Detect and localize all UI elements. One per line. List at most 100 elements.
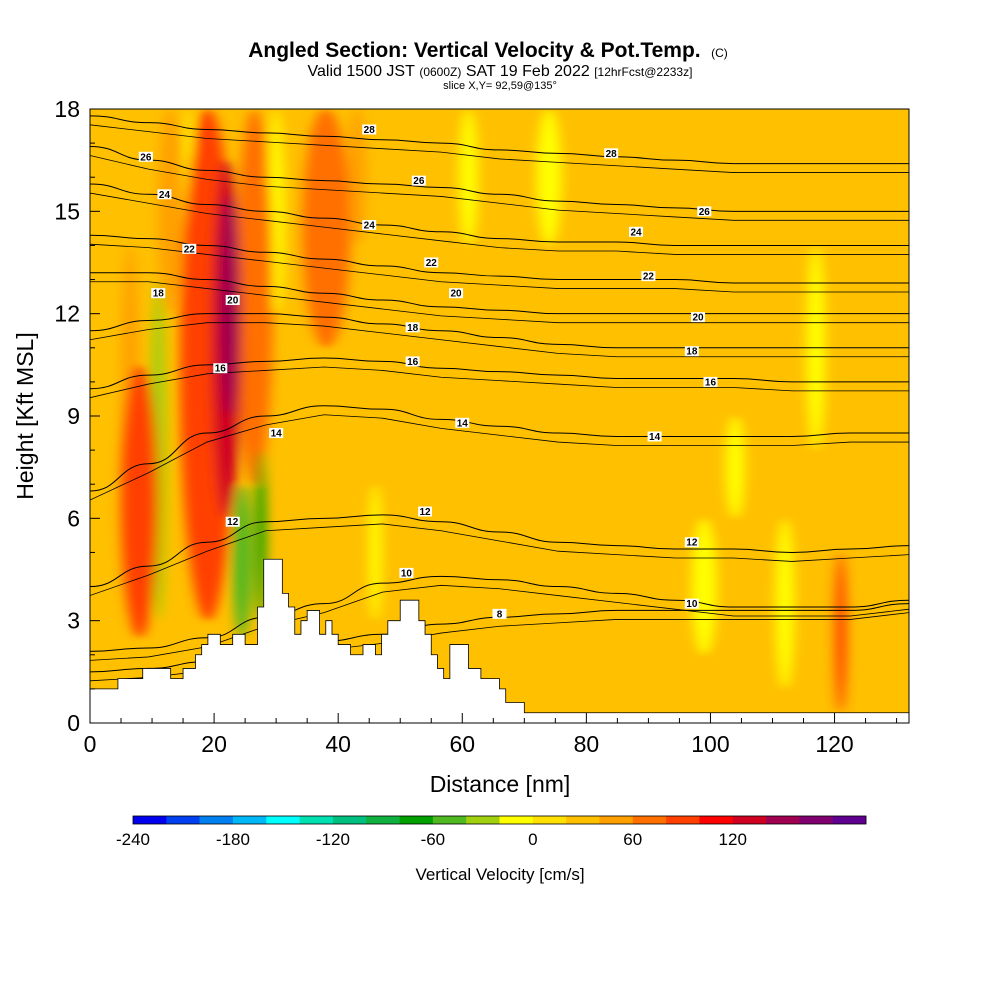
contour-label-13: 18 (407, 323, 419, 334)
chart-title: Angled Section: Vertical Velocity & Pot.… (248, 39, 728, 62)
downdraft-cell-21 (232, 484, 252, 638)
isentrope-minor-22 (90, 243, 909, 293)
colorbar-tick-0: 0 (528, 830, 537, 849)
isentrope-minor-26 (90, 155, 909, 221)
contour-label-24: 26 (140, 152, 152, 163)
colorbar-frame (132, 815, 867, 825)
colorbar-swatch-4 (266, 816, 300, 824)
x-axis-label: Distance [nm] (430, 771, 571, 797)
isentrope-minor-12 (90, 523, 909, 596)
updraft-cell-20 (300, 109, 351, 348)
isentrope-minor-20 (90, 281, 909, 324)
colorbar-swatch-16 (666, 816, 700, 824)
contour-label-0: 8 (497, 609, 503, 620)
contour-label-3: 12 (227, 517, 239, 528)
contour-label-28: 28 (606, 149, 618, 160)
contour-label-bg-5 (684, 537, 699, 548)
contour-label-9: 16 (215, 364, 227, 375)
contour-label-bg-20 (641, 271, 656, 282)
colorbar-tick--180: -180 (216, 830, 250, 849)
y-tick-label-18: 18 (54, 96, 80, 122)
downdraft-cell-14 (369, 484, 382, 621)
contour-label-bg-18 (182, 243, 197, 254)
contour-label-bg-23 (629, 226, 643, 237)
contour-label-16: 20 (451, 289, 463, 300)
colorbar-swatch-19 (766, 816, 800, 824)
isentrope-minor-10 (90, 584, 909, 661)
x-tick-label-20: 20 (201, 731, 227, 757)
colorbar-swatch-13 (566, 816, 600, 824)
contour-label-bg-26 (697, 206, 712, 217)
contour-label-bg-10 (405, 356, 420, 367)
y-tick-label-0: 0 (67, 710, 80, 736)
colorbar-swatch-7 (366, 816, 400, 824)
contour-label-bg-12 (151, 288, 166, 299)
axes: 0 20 40 60 80 100 120 0 3 6 9 12 15 18 (54, 96, 898, 757)
colorbar-label: Vertical Velocity [cm/s] (415, 865, 584, 884)
contour-label-14: 18 (686, 347, 698, 358)
colorbar-tick-60: 60 (623, 830, 642, 849)
isentrope-14 (90, 405, 909, 492)
colorbar: -240 -180 -120 -60 0 60 120 (116, 815, 867, 849)
updraft-cell-4 (862, 364, 882, 451)
isentrope-10 (90, 575, 909, 652)
colorbar-swatch-20 (799, 816, 833, 824)
contour-label-bg-0 (492, 608, 507, 619)
terrain-profile (90, 558, 909, 723)
contour-label-5: 12 (686, 538, 698, 549)
updraft-cell-27 (219, 194, 240, 416)
contour-label-bg-6 (269, 428, 284, 439)
isentrope-minor-14 (90, 414, 909, 501)
colorbar-swatch-0 (133, 816, 167, 824)
colorbar-swatch-1 (166, 816, 200, 824)
contour-label-bg-19 (424, 257, 439, 268)
contour-label-6: 14 (271, 429, 283, 440)
isentrope-22 (90, 234, 909, 284)
colorbar-swatch-12 (532, 816, 567, 824)
contour-label-8: 14 (649, 432, 661, 443)
contour-label-bg-9 (213, 363, 228, 374)
colorbar-swatch-2 (199, 816, 234, 824)
downdraft-cell-8 (536, 109, 562, 246)
x-tick-label-40: 40 (325, 731, 351, 757)
contour-label-15: 20 (227, 296, 239, 307)
updraft-cell-19 (235, 109, 274, 485)
contour-label-bg-8 (647, 431, 662, 442)
isentrope-18 (90, 313, 909, 349)
colorbar-swatch-18 (732, 816, 767, 824)
x-tick-label-0: 0 (84, 731, 97, 757)
contour-label-2: 10 (686, 599, 698, 610)
contour-label-bg-2 (684, 598, 699, 609)
colorbar-tick--60: -60 (421, 830, 446, 849)
contour-label-27: 28 (364, 125, 376, 136)
contour-label-23: 24 (630, 227, 642, 238)
colorbar-tick--240: -240 (116, 830, 150, 849)
updraft-cell-5 (623, 109, 649, 246)
downdraft-cell-25 (255, 450, 266, 621)
isentrope-minor-24 (90, 192, 909, 255)
downdraft-cell-13 (459, 109, 478, 246)
contour-label-10: 16 (407, 357, 419, 368)
contour-label-bg-13 (405, 322, 420, 333)
contour-label-12: 18 (153, 289, 165, 300)
colorbar-tick--120: -120 (316, 830, 350, 849)
y-tick-label-12: 12 (54, 301, 80, 327)
isentrope-minor-18 (90, 322, 909, 358)
updraft-cell-2 (589, 586, 609, 689)
x-tick-label-60: 60 (449, 731, 475, 757)
contour-label-1: 10 (401, 568, 413, 579)
contour-label-25: 26 (413, 176, 425, 187)
downdraft-cell-11 (775, 518, 795, 689)
x-tick-label-100: 100 (691, 731, 729, 757)
updraft-cell-17 (347, 109, 367, 246)
updraft-cell-3 (760, 109, 798, 246)
isentrope-24 (90, 183, 909, 246)
updraft-cell-22 (121, 364, 159, 638)
contour-label-bg-1 (399, 567, 414, 578)
contour-label-bg-4 (418, 506, 433, 517)
x-tick-label-80: 80 (574, 731, 600, 757)
colorbar-swatch-10 (466, 816, 500, 824)
contour-label-bg-7 (455, 417, 470, 428)
x-tick-label-120: 120 (815, 731, 853, 757)
